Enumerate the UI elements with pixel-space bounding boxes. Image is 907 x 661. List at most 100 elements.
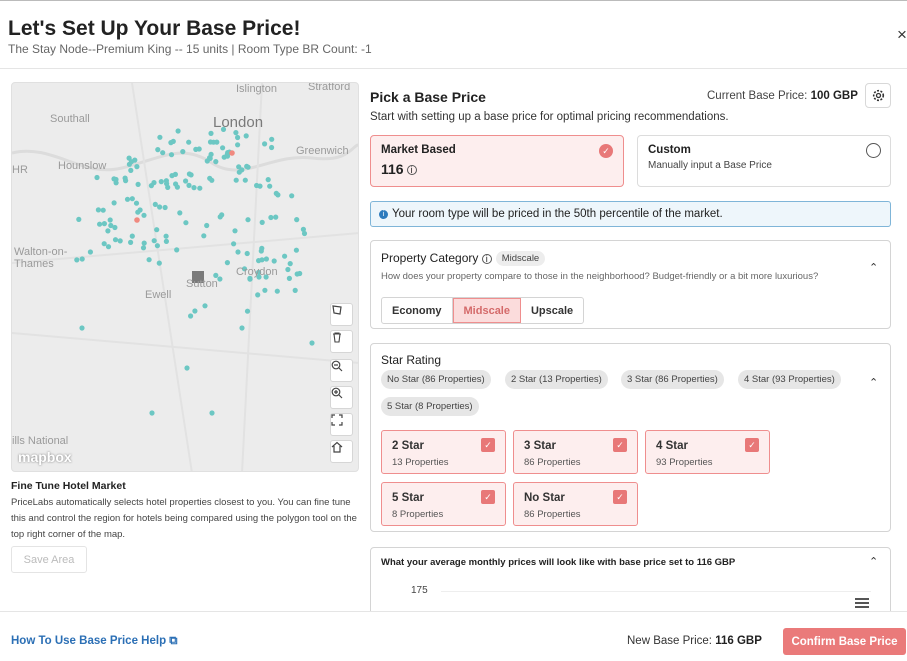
- hotel-marker: [163, 233, 169, 239]
- star-card-4[interactable]: 4 Star 93 Properties ✓: [645, 430, 770, 474]
- hotel-marker: [204, 222, 210, 229]
- hotel-marker: [163, 238, 169, 244]
- map-label-croydon: Croydon: [236, 266, 278, 278]
- info-icon[interactable]: i: [481, 254, 492, 264]
- custom-description: Manually input a Base Price: [648, 160, 772, 171]
- star-card-name: 2 Star: [392, 440, 424, 452]
- map-label-islington: Islington: [236, 83, 277, 95]
- star-filter-pill[interactable]: 5 Star (8 Properties): [381, 397, 479, 416]
- hotel-marker: [256, 274, 262, 280]
- map-label-greenwich: Greenwich: [296, 145, 349, 157]
- hotel-marker: [232, 228, 238, 234]
- hotel-marker: [151, 238, 157, 244]
- hotel-marker: [173, 181, 179, 187]
- checkbox-checked-icon[interactable]: ✓: [613, 438, 627, 452]
- percentile-info-banner: i Your room type will be priced in the 50…: [370, 201, 891, 227]
- hotel-marker: [177, 210, 183, 216]
- monthly-price-preview: What your average monthly prices will lo…: [370, 547, 891, 617]
- market-based-title: Market Based: [381, 144, 456, 156]
- hotel-marker: [129, 233, 135, 239]
- mapbox-logo: mapbox: [18, 449, 72, 465]
- info-icon[interactable]: i: [406, 165, 417, 176]
- hotel-marker: [124, 196, 131, 202]
- current-base-price-label: Current Base Price:: [707, 90, 808, 102]
- hotel-marker: [193, 146, 199, 152]
- star-filter-pill[interactable]: 3 Star (86 Properties): [621, 370, 724, 389]
- hotel-marker: [224, 260, 230, 266]
- help-link[interactable]: How To Use Base Price Help ⧉: [11, 635, 178, 648]
- home-button[interactable]: [330, 440, 353, 463]
- star-card-count: 8 Properties: [392, 509, 444, 520]
- hotel-marker: [79, 325, 85, 331]
- hotel-marker: [168, 152, 175, 158]
- hotel-marker: [107, 217, 113, 223]
- star-rating-section: Star Rating ⌃ No Star (86 Properties) 2 …: [370, 343, 891, 532]
- star-filter-pill[interactable]: 4 Star (93 Properties): [738, 370, 841, 389]
- map-canvas[interactable]: [12, 83, 359, 472]
- hotel-marker: [186, 139, 192, 145]
- property-category-tag: Midscale: [495, 251, 546, 266]
- property-category-section: Property Category i Midscale How does you…: [370, 240, 891, 329]
- fullscreen-button[interactable]: [330, 413, 353, 436]
- polygon-tool-button[interactable]: [330, 303, 353, 326]
- zoom-in-icon: [331, 387, 343, 399]
- chart-menu-icon[interactable]: [855, 598, 869, 610]
- hotel-marker: [141, 212, 147, 218]
- hotel-marker: [183, 220, 189, 226]
- hotel-marker: [239, 167, 245, 173]
- hotel-marker: [162, 204, 168, 211]
- zoom-out-button[interactable]: [330, 359, 353, 382]
- hotel-marker: [128, 167, 134, 173]
- checkbox-checked-icon[interactable]: ✓: [481, 438, 495, 452]
- hotel-marker: [262, 141, 268, 147]
- chevron-up-icon[interactable]: ⌃: [869, 556, 879, 568]
- star-card-2[interactable]: 2 Star 13 Properties ✓: [381, 430, 506, 474]
- market-based-option[interactable]: Market Based 116 i ✓: [370, 135, 624, 187]
- star-card-name: No Star: [524, 492, 565, 504]
- star-card-3[interactable]: 3 Star 86 Properties ✓: [513, 430, 638, 474]
- market-map[interactable]: Islington Stratford London Southall Gree…: [11, 82, 359, 472]
- hotel-marker: [268, 214, 274, 221]
- footer: How To Use Base Price Help ⧉ New Base Pr…: [0, 611, 907, 661]
- star-filter-pill[interactable]: 2 Star (13 Properties): [505, 370, 608, 389]
- map-label-national: ills National: [12, 435, 69, 447]
- checkbox-checked-icon[interactable]: ✓: [745, 438, 759, 452]
- hotel-marker: [243, 133, 249, 139]
- confirm-base-price-button[interactable]: Confirm Base Price: [783, 628, 906, 655]
- hotel-marker: [263, 256, 269, 262]
- category-economy-button[interactable]: Economy: [382, 298, 453, 323]
- market-based-value: 116 i: [381, 161, 417, 177]
- delete-polygon-button[interactable]: [330, 330, 353, 353]
- chevron-up-icon[interactable]: ⌃: [869, 262, 879, 274]
- category-midscale-button[interactable]: Midscale: [452, 298, 521, 323]
- checkbox-checked-icon[interactable]: ✓: [613, 490, 627, 504]
- hotel-marker: [242, 177, 248, 183]
- settings-button[interactable]: [865, 83, 891, 108]
- percentile-info-text: Your room type will be priced in the 50t…: [392, 208, 723, 220]
- hotel-marker: [128, 239, 134, 245]
- star-filter-pill[interactable]: No Star (86 Properties): [381, 370, 491, 389]
- hotel-marker: [113, 180, 119, 186]
- save-area-button[interactable]: Save Area: [11, 546, 87, 573]
- zoom-in-button[interactable]: [330, 386, 353, 409]
- hotel-marker: [256, 269, 262, 275]
- custom-radio[interactable]: [866, 143, 881, 158]
- hotel-marker: [146, 257, 152, 263]
- hotel-marker: [208, 130, 214, 136]
- map-label-sutton: Sutton: [186, 278, 218, 290]
- checkbox-checked-icon[interactable]: ✓: [481, 490, 495, 504]
- close-icon[interactable]: ×: [897, 25, 907, 44]
- fine-tune-description: PriceLabs automatically selects hotel pr…: [11, 497, 357, 540]
- hotel-marker: [265, 177, 271, 183]
- custom-option[interactable]: Custom Manually input a Base Price: [637, 135, 891, 187]
- hotel-marker: [231, 241, 237, 247]
- star-card-none[interactable]: No Star 86 Properties ✓: [513, 482, 638, 526]
- hotel-marker: [275, 192, 281, 198]
- hotel-marker: [210, 139, 217, 145]
- hotel-marker: [191, 185, 197, 191]
- header: Let's Set Up Your Base Price! The Stay N…: [0, 0, 907, 69]
- hotel-marker: [258, 248, 264, 254]
- chevron-up-icon[interactable]: ⌃: [869, 377, 879, 389]
- star-card-5[interactable]: 5 Star 8 Properties ✓: [381, 482, 506, 526]
- category-upscale-button[interactable]: Upscale: [530, 304, 574, 317]
